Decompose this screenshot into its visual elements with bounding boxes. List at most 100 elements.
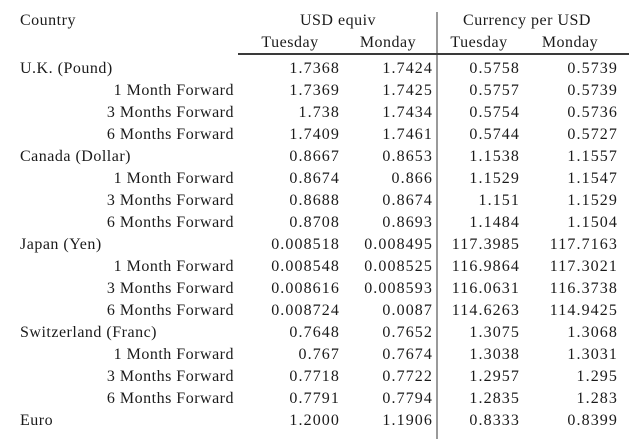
currency-monday-value: 1.283 [576,390,618,407]
row-label: Canada (Dollar) [20,148,132,165]
currency-monday-value: 116.3738 [549,280,618,297]
table-row: Japan (Yen) 0.008518 0.008495 117.3985 1… [20,234,618,256]
usd-tuesday-value: 0.008616 [271,280,340,297]
currency-monday-value: 117.3021 [549,258,618,275]
usd-monday-value: 0.866 [391,170,433,187]
row-label: 6 Months Forward [106,390,234,407]
usd-tuesday-value: 0.8674 [289,170,340,187]
empty-header-cell [20,32,240,54]
usd-tuesday-value: 1.7368 [289,60,340,77]
currency-tuesday-value: 117.3985 [451,236,520,253]
currency-monday-value: 0.5727 [567,126,618,143]
currency-tuesday-value: 1.1529 [469,170,520,187]
usd-tuesday-value: 0.008548 [271,258,340,275]
usd-monday-value: 0.7794 [382,390,433,407]
row-label: U.K. (Pound) [20,60,113,77]
currency-monday-value: 1.1504 [567,214,618,231]
currency-monday-value: 0.8399 [567,412,618,429]
table-row: Euro 1.2000 1.1906 0.8333 0.8399 [20,410,618,432]
currency-tuesday-value: 114.6263 [451,302,520,319]
table-row: 3 Months Forward 1.738 1.7434 0.5754 0.5… [20,102,618,124]
usd-monday-value: 0.8674 [382,192,433,209]
table-row: 3 Months Forward 0.7718 0.7722 1.2957 1.… [20,366,618,388]
usd-monday-value: 0.7674 [382,346,433,363]
currency-monday-value: 114.9425 [549,302,618,319]
usd-tuesday-value: 0.008724 [271,302,340,319]
currency-per-usd-group-header: Currency per USD [463,12,591,29]
usd-tuesday-value: 1.7409 [289,126,340,143]
header-rule-line [238,53,629,55]
row-label: Euro [20,412,54,429]
table-row: U.K. (Pound) 1.7368 1.7424 0.5758 0.5739 [20,54,618,80]
currency-tuesday-value: 1.3038 [469,346,520,363]
currency-tuesday-value: 116.9864 [451,258,520,275]
table-row: 6 Months Forward 0.008724 0.0087 114.626… [20,300,618,322]
usd-tuesday-value: 1.2000 [289,412,340,429]
usd-monday-header: Monday [359,34,417,51]
currency-monday-value: 0.5739 [567,82,618,99]
country-column-header: Country [20,12,76,29]
row-label: 1 Month Forward [113,82,234,99]
row-label: Japan (Yen) [20,236,102,253]
currency-tuesday-header: Tuesday [450,34,508,51]
row-label: Switzerland (Franc) [20,324,158,341]
currency-tuesday-value: 0.5744 [469,126,520,143]
currency-tuesday-value: 0.5754 [469,104,520,121]
usd-monday-value: 1.7434 [382,104,433,121]
currency-monday-header: Monday [541,34,599,51]
currency-monday-value: 1.1547 [567,170,618,187]
currency-tuesday-value: 1.2835 [469,390,520,407]
table-row: 6 Months Forward 0.8708 0.8693 1.1484 1.… [20,212,618,234]
usd-monday-value: 0.0087 [382,302,433,319]
row-label: 3 Months Forward [106,280,234,297]
currency-monday-value: 1.3068 [567,324,618,341]
table-row: 1 Month Forward 0.8674 0.866 1.1529 1.15… [20,168,618,190]
currency-monday-value: 1.1557 [567,148,618,165]
row-label: 3 Months Forward [106,104,234,121]
currency-tuesday-value: 0.8333 [469,412,520,429]
table-row: 1 Month Forward 0.767 0.7674 1.3038 1.30… [20,344,618,366]
row-label: 3 Months Forward [106,368,234,385]
table-row: 3 Months Forward 0.8688 0.8674 1.151 1.1… [20,190,618,212]
usd-monday-value: 0.008593 [364,280,433,297]
column-divider-line [436,12,438,439]
currency-tuesday-value: 1.2957 [469,368,520,385]
row-label: 6 Months Forward [106,126,234,143]
currency-tuesday-value: 0.5757 [469,82,520,99]
table-row: Switzerland (Franc) 0.7648 0.7652 1.3075… [20,322,618,344]
usd-tuesday-header: Tuesday [261,34,319,51]
row-label: 1 Month Forward [113,258,234,275]
currency-tuesday-value: 1.151 [478,192,520,209]
currency-monday-value: 0.5739 [567,60,618,77]
currency-monday-value: 0.5736 [567,104,618,121]
currency-monday-value: 1.3031 [567,346,618,363]
usd-tuesday-value: 0.8708 [289,214,340,231]
usd-tuesday-value: 0.7791 [289,390,340,407]
usd-tuesday-value: 0.767 [298,346,340,363]
usd-monday-value: 0.008525 [364,258,433,275]
usd-monday-value: 1.7425 [382,82,433,99]
table-row: 6 Months Forward 0.7791 0.7794 1.2835 1.… [20,388,618,410]
exchange-rates-table: Country USD equiv Currency per USD Tuesd… [20,10,618,432]
currency-monday-value: 1.1529 [567,192,618,209]
currency-tuesday-value: 1.3075 [469,324,520,341]
usd-tuesday-value: 0.8688 [289,192,340,209]
usd-tuesday-value: 0.7718 [289,368,340,385]
usd-equiv-group-header: USD equiv [299,12,377,29]
usd-monday-value: 1.7461 [382,126,433,143]
table-row: 6 Months Forward 1.7409 1.7461 0.5744 0.… [20,124,618,146]
table-row: 3 Months Forward 0.008616 0.008593 116.0… [20,278,618,300]
usd-monday-value: 1.7424 [382,60,433,77]
currency-monday-value: 1.295 [576,368,618,385]
usd-tuesday-value: 0.7648 [289,324,340,341]
row-label: 6 Months Forward [106,302,234,319]
row-label: 1 Month Forward [113,170,234,187]
usd-monday-value: 0.008495 [364,236,433,253]
row-label: 6 Months Forward [106,214,234,231]
table-row: Canada (Dollar) 0.8667 0.8653 1.1538 1.1… [20,146,618,168]
usd-tuesday-value: 0.008518 [271,236,340,253]
table-row: 1 Month Forward 1.7369 1.7425 0.5757 0.5… [20,80,618,102]
currency-monday-value: 117.7163 [549,236,618,253]
day-header-row: Tuesday Monday Tuesday Monday [20,32,618,54]
